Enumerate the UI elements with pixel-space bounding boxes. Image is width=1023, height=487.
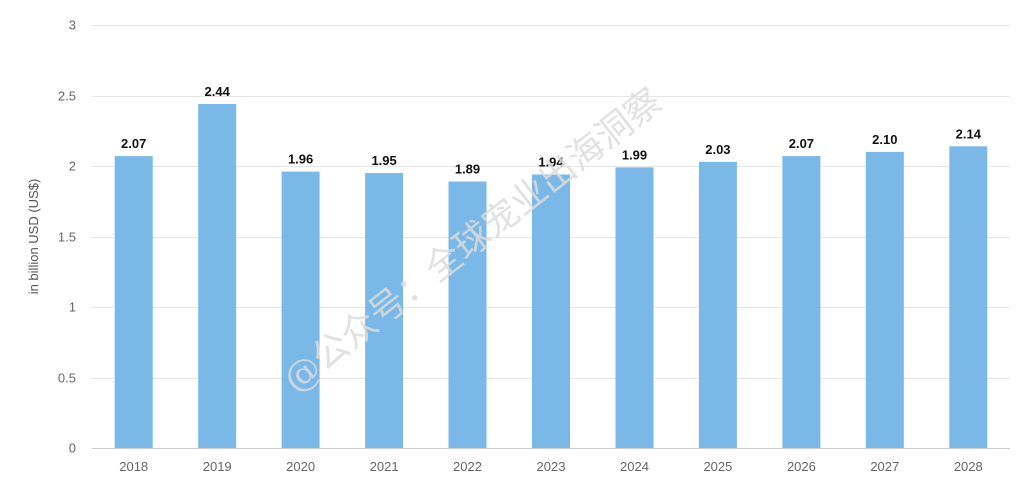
data-label-2027: 2.10 bbox=[872, 132, 897, 147]
x-tick-label: 2022 bbox=[453, 459, 482, 474]
bar-2020 bbox=[281, 171, 320, 448]
x-tick-label: 2020 bbox=[286, 459, 315, 474]
x-axis: 2018 2019 2020 2021 2022 2023 2024 2025 2026 2027… bbox=[119, 459, 983, 474]
bars bbox=[114, 104, 988, 449]
x-tick-label: 2028 bbox=[954, 459, 983, 474]
y-tick-label: 1 bbox=[69, 300, 76, 315]
bar-2019 bbox=[198, 104, 237, 448]
data-label-2019: 2.44 bbox=[205, 84, 231, 99]
x-tick-label: 2018 bbox=[119, 459, 148, 474]
data-label-2022: 1.89 bbox=[455, 162, 480, 177]
x-tick-label: 2027 bbox=[870, 459, 899, 474]
x-tick-label: 2024 bbox=[620, 459, 649, 474]
y-axis-label: in billion USD (US$) bbox=[26, 179, 41, 295]
x-tick-label: 2023 bbox=[537, 459, 566, 474]
bar-2021 bbox=[365, 173, 404, 448]
y-tick-label: 1.5 bbox=[58, 230, 76, 245]
bar-2025 bbox=[698, 161, 737, 449]
bar-2028 bbox=[949, 146, 988, 449]
y-tick-label: 2 bbox=[69, 159, 76, 174]
x-tick-label: 2026 bbox=[787, 459, 816, 474]
data-label-2023: 1.94 bbox=[538, 155, 564, 170]
data-label-2026: 2.07 bbox=[789, 136, 814, 151]
data-label-2028: 2.14 bbox=[956, 126, 982, 141]
bar-2026 bbox=[782, 156, 821, 448]
data-label-2018: 2.07 bbox=[121, 136, 146, 151]
bar-2027 bbox=[865, 151, 904, 448]
bar-2018 bbox=[114, 156, 153, 448]
x-tick-label: 2019 bbox=[203, 459, 232, 474]
data-label-2021: 1.95 bbox=[371, 153, 396, 168]
bar-2023 bbox=[532, 174, 570, 448]
x-tick-label: 2021 bbox=[370, 459, 399, 474]
y-tick-label: 0.5 bbox=[58, 371, 76, 386]
data-labels: 2.07 2.44 1.96 1.95 1.89 1.94 1.99 2.03 2.07 2.10… bbox=[121, 84, 982, 177]
y-axis: 0 0.5 1 1.5 2 2.5 3 bbox=[58, 18, 76, 456]
x-tick-label: 2025 bbox=[703, 459, 732, 474]
data-label-2024: 1.99 bbox=[622, 147, 647, 162]
data-label-2020: 1.96 bbox=[288, 152, 313, 167]
bar-2022 bbox=[448, 181, 487, 448]
bar-2024 bbox=[615, 167, 654, 448]
data-label-2025: 2.03 bbox=[705, 142, 730, 157]
y-tick-label: 3 bbox=[69, 18, 76, 33]
y-tick-label: 2.5 bbox=[58, 89, 76, 104]
y-tick-label: 0 bbox=[69, 441, 76, 456]
